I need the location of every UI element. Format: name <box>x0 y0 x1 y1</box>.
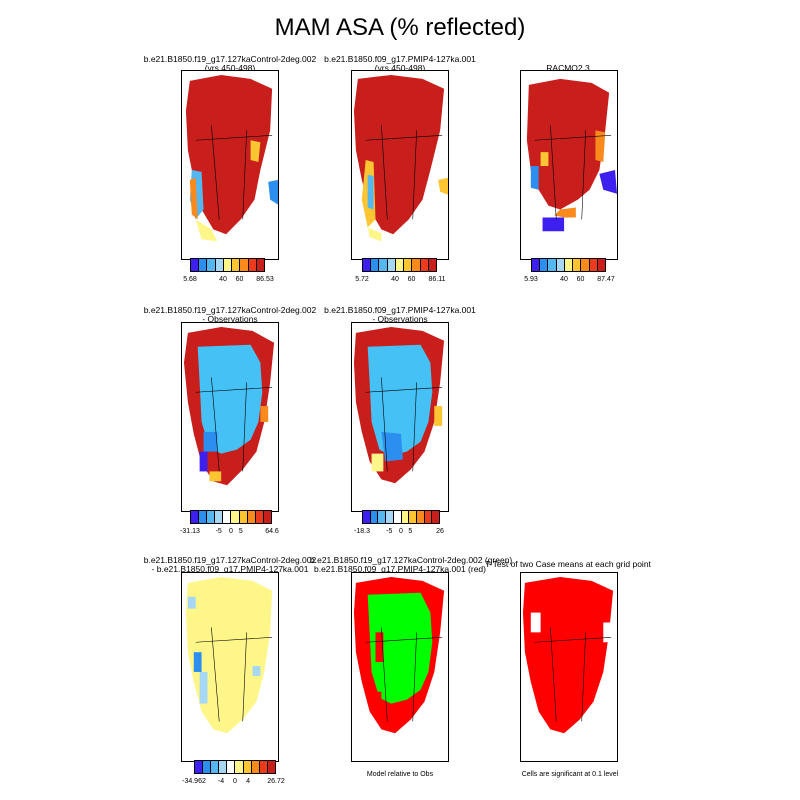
colorbar-r2c1 <box>190 510 272 524</box>
map-panel-racmo-abs <box>520 70 618 260</box>
note-significance: Cells are significant at 0.1 level <box>521 771 619 778</box>
panel-title-r1c2: b.e21.B1850.f09_g17.PMIP4-127ka.001 (yrs … <box>324 54 476 73</box>
colorbar-labels-r1c1: 5.68 40 60 86.53 <box>183 276 274 283</box>
colorbar-r1c1 <box>190 258 265 272</box>
map-panel-control-minus-obs <box>181 322 279 512</box>
panel-title-r1c3: RACMO2.3 <box>546 63 590 73</box>
note-model-relative-obs: Model relative to Obs <box>366 771 434 778</box>
colorbar-labels-r2c1: -31.13 -5 0 5 64.6 <box>180 528 279 535</box>
panel-title-r2c2: b.e21.B1850.f09_g17.PMIP4-127ka.001- Obs… <box>324 305 476 324</box>
figure-title: MAM ASA (% reflected) <box>274 14 526 41</box>
map-panel-ttest <box>520 572 618 762</box>
colorbar-labels-r3c1: -34.962 -4 0 4 26.72 <box>182 778 285 785</box>
map-panel-case-difference <box>181 572 279 762</box>
panel-title-r2c1: b.e21.B1850.f19_g17.127kaControl-2deg.00… <box>143 305 317 324</box>
panel-title-r1c1: b.e21.B1850.f19_g17.127kaControl-2deg.00… <box>143 54 317 73</box>
panel-title-r3c2: b.e21.B1850.f19_g17.127kaControl-2deg.00… <box>310 555 513 574</box>
colorbar-r2c2 <box>362 510 440 524</box>
colorbar-r1c3 <box>531 258 606 272</box>
colorbar-labels-r1c3: 5.93 40 60 87.47 <box>524 276 615 283</box>
colorbar-r1c2 <box>362 258 437 272</box>
map-panel-control-abs <box>181 70 279 260</box>
panel-title-r3c3: T-Test of two Case means at each grid po… <box>485 559 651 569</box>
colorbar-labels-r1c2: 5.72 40 60 86.11 <box>355 276 446 283</box>
map-panel-pmip4-abs <box>351 70 449 260</box>
panel-title-r3c1: b.e21.B1850.f19_g17.127kaControl-2deg.00… <box>143 555 317 574</box>
colorbar-r3c1 <box>194 760 276 774</box>
colorbar-labels-r2c2: -18.3 -5 0 5 26 <box>354 528 444 535</box>
map-panel-model-relative-obs <box>351 572 449 762</box>
map-panel-pmip4-minus-obs <box>351 322 449 512</box>
